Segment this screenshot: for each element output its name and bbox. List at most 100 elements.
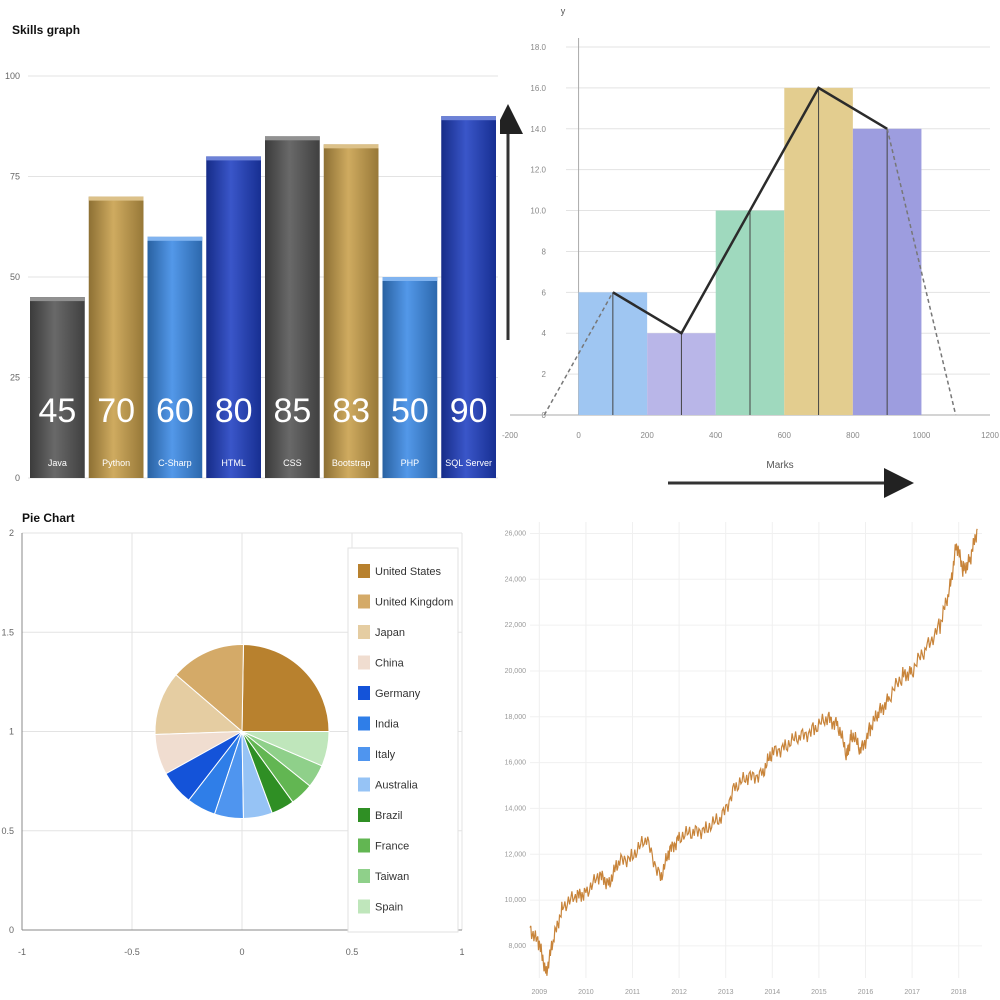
histogram-chart-svg: 0246810.012.014.016.018.0-20002004006008… xyxy=(500,6,999,498)
skills-bar-cap xyxy=(265,136,320,141)
histogram-y-tick-label: 2 xyxy=(542,370,547,379)
skills-y-tick-label: 75 xyxy=(10,172,20,182)
pie-legend-swatch xyxy=(358,777,370,792)
skills-bar-value: 90 xyxy=(450,392,488,430)
skills-bar-label: Python xyxy=(102,458,130,468)
pie-legend-swatch xyxy=(358,655,370,670)
skills-chart-svg: Skills graph 0 25 50 75 100 45 Java 70 Python 60… xyxy=(5,23,498,483)
pie-legend-swatch xyxy=(358,869,370,883)
line-x-tick-label: 2014 xyxy=(765,989,781,996)
skills-bar-label: SQL Server xyxy=(445,458,492,468)
pie-chart: Pie Chart -1 -0.5 0 0.5 1 0 0.5 1 1.5 2 United St… xyxy=(0,500,500,1000)
skills-bar xyxy=(206,156,261,478)
histogram-x-tick-label: 1000 xyxy=(913,431,931,440)
pie-legend-swatch xyxy=(358,716,370,731)
pie-legend-swatch xyxy=(358,625,370,639)
pie-x-tick-label: 0 xyxy=(239,947,244,957)
frequency-polygon-end-dash xyxy=(886,128,957,416)
skills-bar-label: PHP xyxy=(401,458,420,468)
histogram-x-tick-label: 1200 xyxy=(981,431,999,440)
pie-slice xyxy=(154,674,244,735)
skills-bar-label: C-Sharp xyxy=(158,458,192,468)
histogram-chart: 0246810.012.014.016.018.0-20002004006008… xyxy=(500,0,1000,500)
pie-y-tick-label: 1.5 xyxy=(1,627,14,637)
pie-legend-swatch xyxy=(358,594,370,609)
pie-legend-label: Italy xyxy=(375,749,396,761)
skills-bar-cap xyxy=(147,236,203,241)
skills-bar-cap xyxy=(441,116,496,121)
pie-legend-label: United States xyxy=(375,566,442,578)
histogram-y-tick-label: 8 xyxy=(542,247,547,256)
histogram-y-tick-label: 18.0 xyxy=(530,43,546,52)
line-y-tick-label: 22,000 xyxy=(505,622,527,629)
skills-bar xyxy=(441,116,496,478)
pie-legend-label: Taiwan xyxy=(375,871,409,883)
skills-bar-value: 60 xyxy=(156,392,194,430)
skills-bar-cap xyxy=(206,156,261,161)
pie-y-tick-label: 1 xyxy=(9,727,14,737)
skills-y-tick-label: 100 xyxy=(5,71,20,81)
line-x-tick-label: 2011 xyxy=(625,989,640,996)
histogram-y-tick-label: 6 xyxy=(542,288,547,297)
skills-bar xyxy=(382,277,438,478)
histogram-x-tick-label: 0 xyxy=(576,431,581,440)
pie-x-tick-label: 1 xyxy=(459,947,464,957)
skills-bar xyxy=(88,196,144,478)
pie-legend-label: India xyxy=(375,719,400,731)
histogram-y-tick-label: 10.0 xyxy=(530,207,546,216)
skills-bar-value: 85 xyxy=(273,392,311,430)
pie-y-tick-label: 2 xyxy=(9,528,14,538)
histogram-x-tick-label: 400 xyxy=(709,431,723,440)
skills-bar xyxy=(265,136,320,479)
line-y-tick-label: 26,000 xyxy=(505,530,527,537)
pie-legend-swatch xyxy=(358,564,370,578)
pie-y-tick-label: 0.5 xyxy=(1,826,14,836)
pie-slice xyxy=(241,644,330,732)
pie-legend-label: France xyxy=(375,841,409,853)
skills-bar xyxy=(147,236,203,478)
histogram-x-tick-label: 600 xyxy=(778,431,792,440)
pie-legend-swatch xyxy=(358,808,370,822)
pie-legend-swatch xyxy=(358,747,370,761)
pie-legend-box xyxy=(347,547,459,933)
line-x-tick-label: 2018 xyxy=(951,989,967,996)
line-y-tick-label: 20,000 xyxy=(505,668,527,675)
skills-bar-value: 45 xyxy=(38,392,76,430)
skills-bar-cap xyxy=(323,144,379,149)
line-y-tick-label: 12,000 xyxy=(505,851,527,858)
pie-y-tick-label: 0 xyxy=(9,925,14,935)
line-y-tick-label: 16,000 xyxy=(505,760,527,767)
skills-bar-label: CSS xyxy=(283,458,302,468)
histogram-y-tick-label: 12.0 xyxy=(530,166,546,175)
pie-legend-swatch xyxy=(358,686,370,700)
line-x-tick-label: 2016 xyxy=(858,989,874,996)
pie-legend-label: Spain xyxy=(375,902,403,914)
skills-bar-label: HTML xyxy=(221,458,246,468)
pie-x-tick-label: -0.5 xyxy=(124,947,140,957)
pie-x-tick-label: -1 xyxy=(18,947,26,957)
line-y-tick-label: 10,000 xyxy=(505,897,527,904)
skills-y-tick-label: 0 xyxy=(15,473,20,483)
histogram-x-tick-label: 200 xyxy=(640,431,654,440)
line-x-tick-label: 2013 xyxy=(718,989,734,996)
histogram-y-tick-label: 14.0 xyxy=(530,125,546,134)
skills-y-tick-label: 50 xyxy=(10,272,20,282)
skills-bar-label: Bootstrap xyxy=(332,458,371,468)
skills-bar-value: 70 xyxy=(97,392,135,430)
skills-bar-chart: Skills graph 0 25 50 75 100 45 Java 70 Python 60… xyxy=(0,0,500,490)
line-x-tick-label: 2017 xyxy=(904,989,920,996)
pie-legend-label: China xyxy=(375,658,405,670)
skills-bar-cap xyxy=(88,196,144,201)
histogram-y-axis-label: y xyxy=(561,6,566,16)
skills-bar-value: 83 xyxy=(332,392,370,430)
line-x-tick-label: 2015 xyxy=(811,989,827,996)
pie-legend-label: Brazil xyxy=(375,810,403,822)
pie-legend-label: Australia xyxy=(375,780,419,792)
line-y-tick-label: 8,000 xyxy=(508,943,526,950)
skills-bar-value: 50 xyxy=(391,392,429,430)
pie-legend-label: Japan xyxy=(375,627,405,639)
frequency-polygon-start-dash xyxy=(543,291,614,416)
pie-legend-label: United Kingdom xyxy=(375,597,453,609)
pie-x-tick-label: 0.5 xyxy=(346,947,359,957)
line-y-tick-label: 24,000 xyxy=(505,576,527,583)
